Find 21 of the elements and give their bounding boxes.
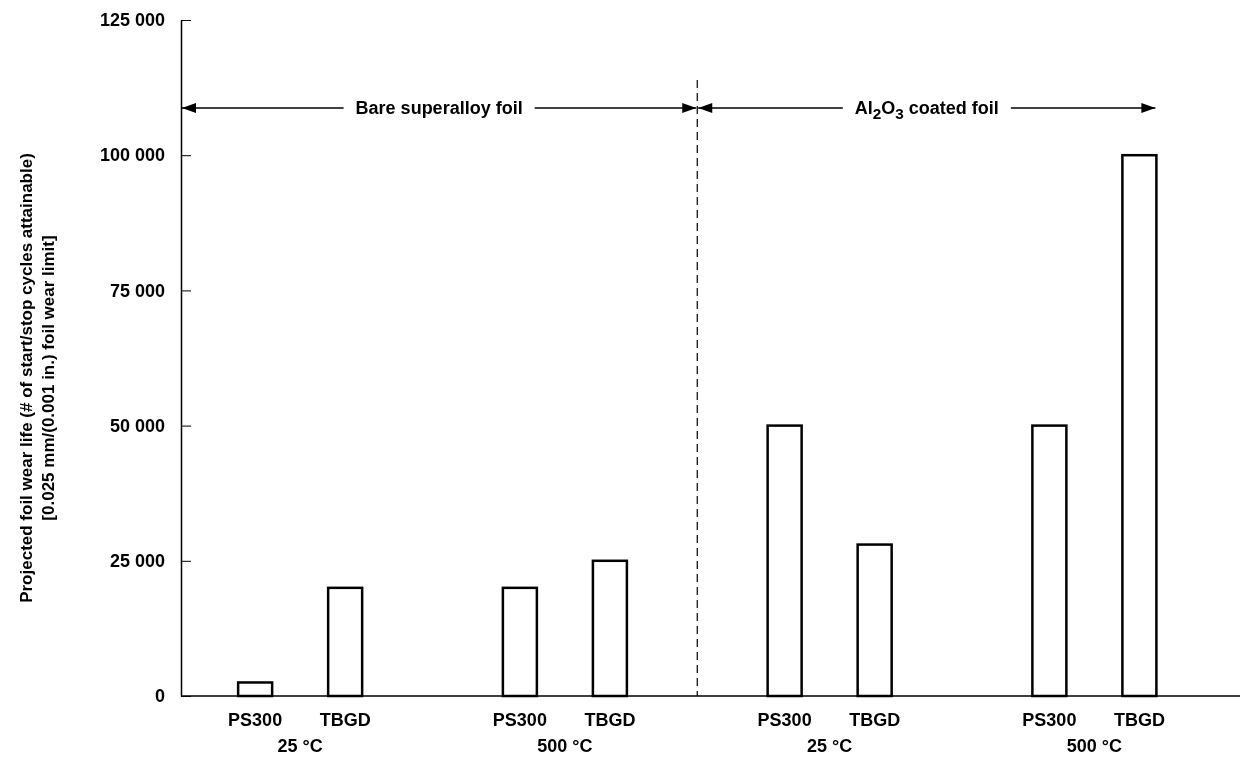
y-tick-label: 25 000 (109, 551, 165, 572)
x-tick-label: PS300 (757, 710, 812, 730)
x-tick-label: TBGD (319, 710, 371, 730)
y-tick-label: 0 (154, 686, 165, 707)
x-tick-label: PS300 (492, 710, 547, 730)
x-tick-label: TBGD (584, 710, 636, 730)
annotation: Al$_{2}$O$_{3}$ coated foil (854, 98, 999, 122)
y-axis-title: Projected foil wear life (# of start/stop cycles attainable) [0.025 mm/(0.001 in.) foil wear limit] (17, 153, 58, 603)
y-tick-label: 125 000 (99, 10, 165, 31)
x-tick-label: TBGD (1113, 710, 1165, 730)
annotation: Bare superalloy foil (355, 98, 523, 118)
y-tick-label: 75 000 (109, 280, 165, 301)
y-tick-label: 100 000 (99, 145, 165, 166)
text: 25 °C (807, 736, 853, 756)
text: 25 °C (277, 736, 323, 756)
text: 500 °C (1066, 736, 1122, 756)
x-tick-label: PS300 (228, 710, 283, 730)
x-tick-label: PS300 (1022, 710, 1077, 730)
x-tick-label: TBGD (849, 710, 901, 730)
text: 500 °C (537, 736, 593, 756)
y-tick-label: 50 000 (109, 415, 165, 436)
